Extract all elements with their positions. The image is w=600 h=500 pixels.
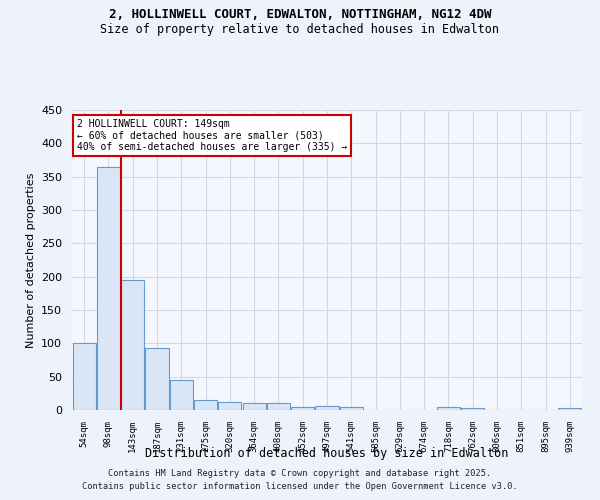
- Bar: [267, 404, 290, 410]
- Text: Distribution of detached houses by size in Edwalton: Distribution of detached houses by size …: [145, 448, 509, 460]
- Bar: [340, 406, 363, 410]
- Bar: [316, 406, 338, 410]
- Bar: [97, 166, 120, 410]
- Bar: [170, 380, 193, 410]
- Bar: [121, 280, 144, 410]
- Text: 2, HOLLINWELL COURT, EDWALTON, NOTTINGHAM, NG12 4DW: 2, HOLLINWELL COURT, EDWALTON, NOTTINGHA…: [109, 8, 491, 20]
- Bar: [291, 406, 314, 410]
- Y-axis label: Number of detached properties: Number of detached properties: [26, 172, 35, 348]
- Bar: [145, 348, 169, 410]
- Bar: [218, 402, 241, 410]
- Text: Contains public sector information licensed under the Open Government Licence v3: Contains public sector information licen…: [82, 482, 518, 491]
- Bar: [242, 404, 266, 410]
- Text: 2 HOLLINWELL COURT: 149sqm
← 60% of detached houses are smaller (503)
40% of sem: 2 HOLLINWELL COURT: 149sqm ← 60% of deta…: [77, 119, 347, 152]
- Bar: [559, 408, 581, 410]
- Text: Contains HM Land Registry data © Crown copyright and database right 2025.: Contains HM Land Registry data © Crown c…: [109, 468, 491, 477]
- Bar: [194, 400, 217, 410]
- Text: Size of property relative to detached houses in Edwalton: Size of property relative to detached ho…: [101, 22, 499, 36]
- Bar: [73, 344, 95, 410]
- Bar: [437, 408, 460, 410]
- Bar: [461, 408, 484, 410]
